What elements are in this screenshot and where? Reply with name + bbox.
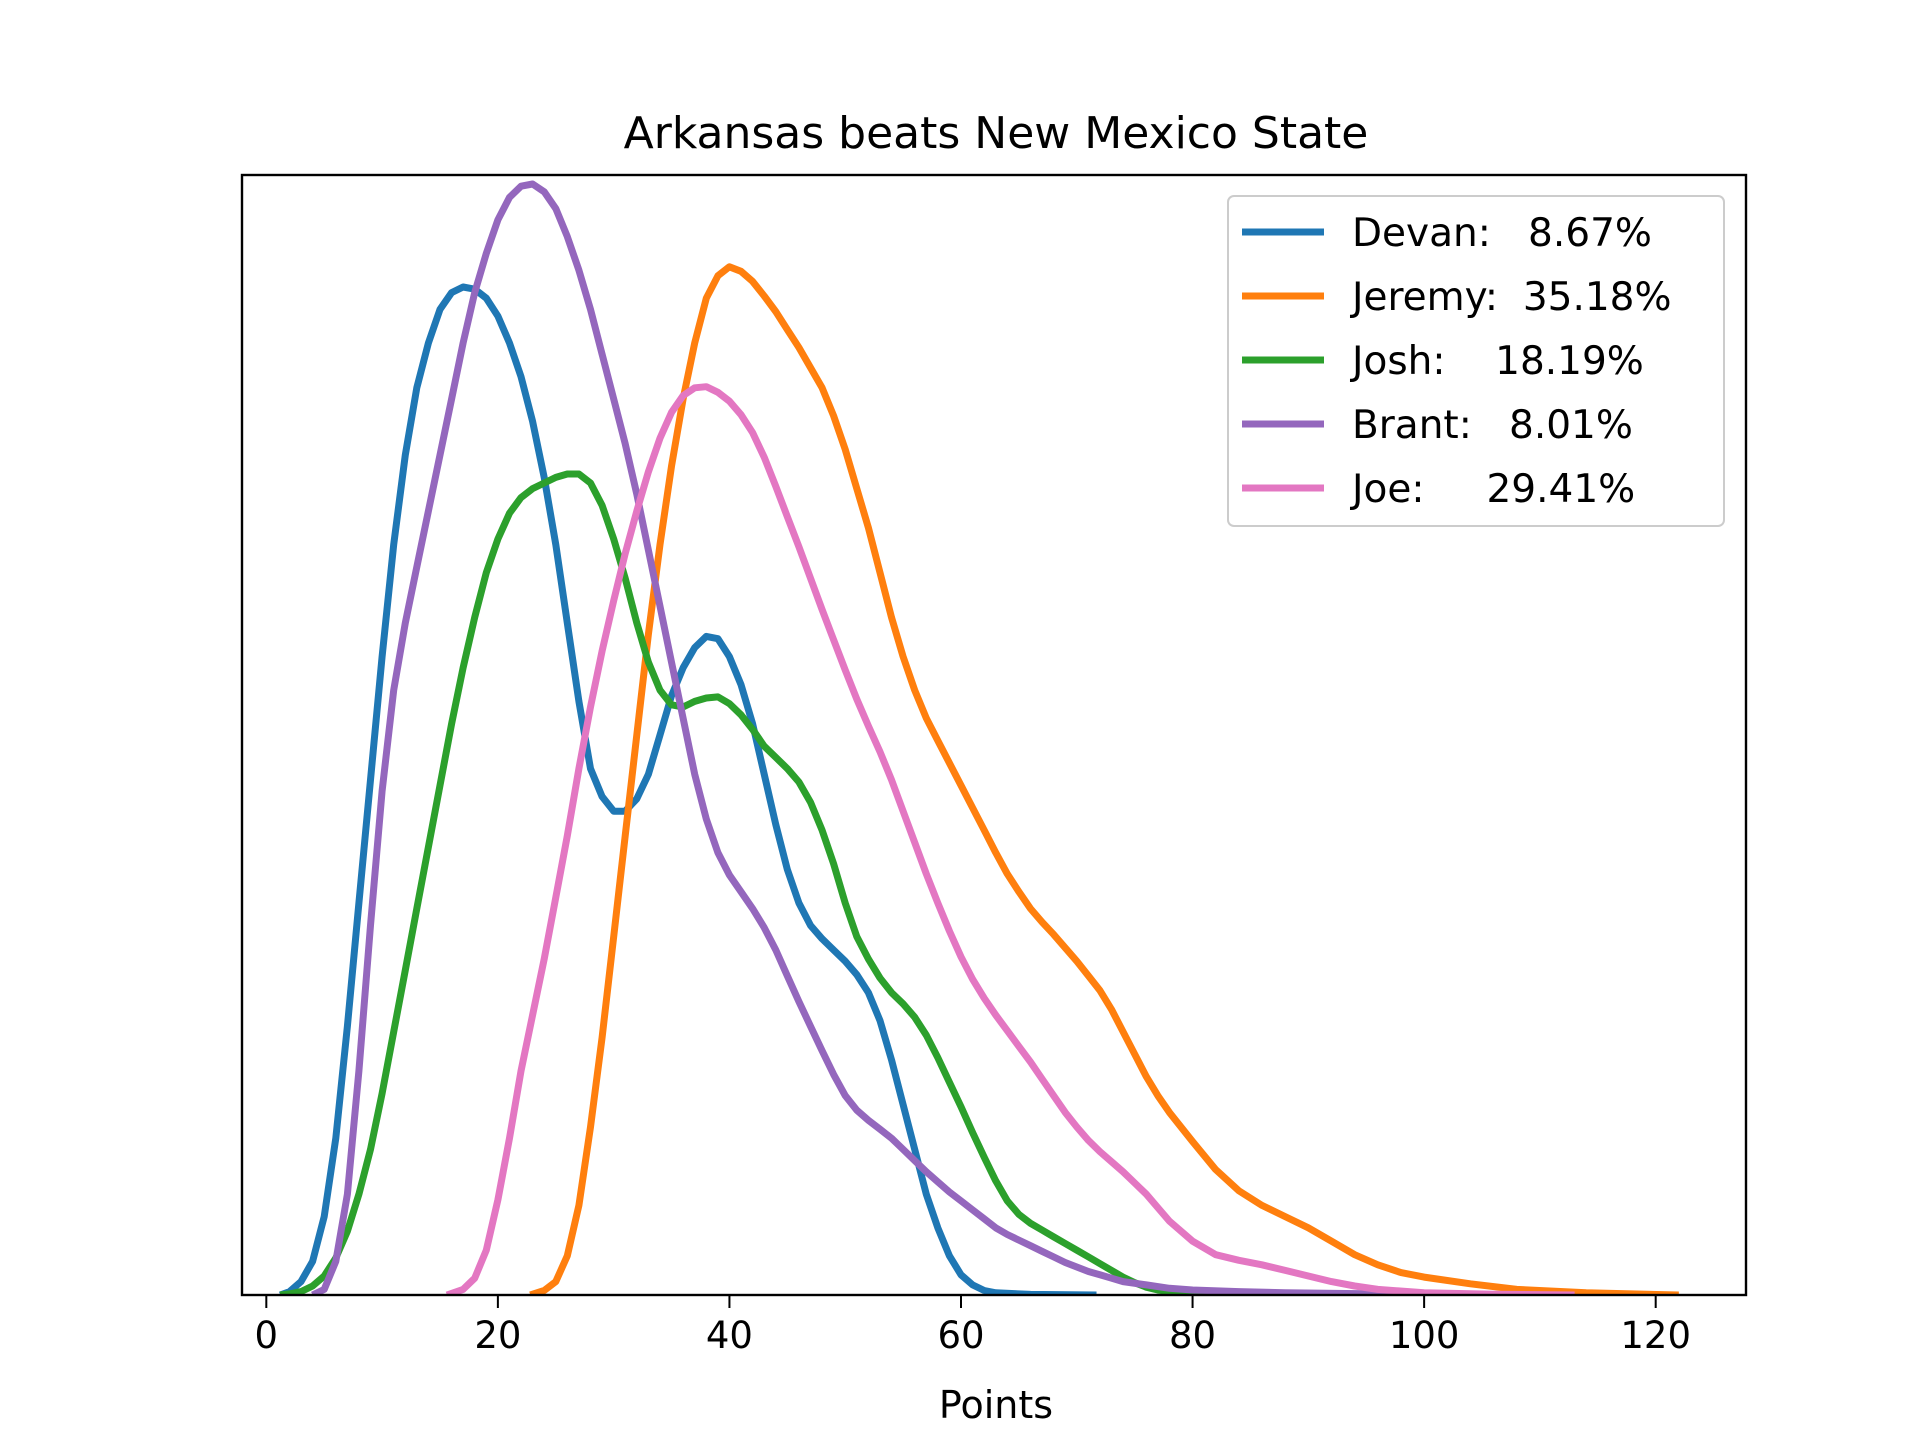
x-tick-label: 100: [1389, 1314, 1460, 1357]
series-line-4: [445, 383, 1575, 1295]
series-lines: [278, 180, 1679, 1295]
legend-label-1: Jeremy: 35.18%: [1349, 275, 1672, 320]
axes-frame: [240, 173, 1748, 1297]
series-line-2: [279, 470, 1251, 1295]
x-tick-label: 0: [255, 1314, 279, 1357]
series-line-0: [278, 283, 1097, 1295]
series-line-3: [311, 180, 1483, 1295]
legend-label-2: Josh: 18.19%: [1349, 339, 1644, 384]
x-tick-label: 120: [1620, 1314, 1691, 1357]
x-axis-label: Points: [939, 1383, 1053, 1427]
legend: Devan: 8.67% Jeremy: 35.18% Josh: 18.19% Br…: [1227, 195, 1725, 527]
x-tick-label: 40: [706, 1314, 753, 1357]
legend-label-3: Brant: 8.01%: [1352, 403, 1633, 448]
x-tick-label: 20: [474, 1314, 521, 1357]
legend-label-0: Devan: 8.67%: [1352, 211, 1652, 256]
plot-area: 0 20 40 60 80 100 120 Devan: 8.67% Jeremy: 35.18…: [240, 173, 1748, 1357]
x-tick-label: 80: [1169, 1314, 1216, 1357]
legend-box: [1227, 195, 1725, 527]
chart-title: Arkansas beats New Mexico State: [624, 108, 1369, 159]
series-line-1: [529, 263, 1679, 1295]
legend-label-4: Joe: 29.41%: [1349, 467, 1635, 512]
x-tick-label: 60: [937, 1314, 984, 1357]
